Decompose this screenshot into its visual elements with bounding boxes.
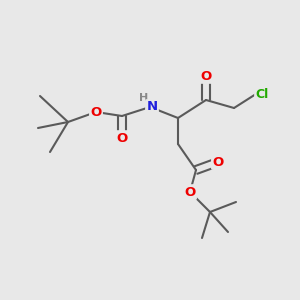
Text: O: O — [184, 185, 196, 199]
Text: O: O — [90, 106, 102, 118]
Text: O: O — [200, 70, 211, 83]
Text: N: N — [146, 100, 158, 113]
Text: O: O — [212, 155, 224, 169]
Text: H: H — [140, 93, 148, 103]
Text: O: O — [116, 131, 128, 145]
Text: Cl: Cl — [255, 88, 268, 100]
